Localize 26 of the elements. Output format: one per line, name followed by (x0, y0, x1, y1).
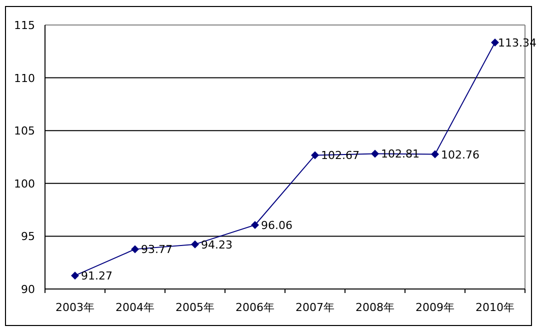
point (311, 151, 319, 160)
data-label: 102.76 (441, 148, 480, 162)
point (371, 150, 379, 158)
y-tick-label: 95 (21, 230, 35, 244)
x-tick-label: 2003年 (56, 301, 94, 314)
y-tick-label: 100 (14, 177, 35, 190)
x-tick-label: 2006年 (236, 301, 274, 314)
data-label: 91.27 (81, 270, 112, 283)
data-label: 94.23 (201, 238, 232, 252)
x-tick-label: 2004年 (116, 301, 154, 314)
x-tick-label: 2010年 (476, 301, 514, 314)
point (191, 240, 199, 248)
x-tick-label: 2005年 (176, 301, 214, 314)
point (431, 150, 439, 158)
point (71, 272, 79, 280)
y-tick-label: 110 (14, 72, 35, 85)
x-tick-label: 2007年 (296, 301, 334, 314)
x-tick-label: 2009年 (416, 301, 454, 314)
data-label: 96.06 (261, 219, 292, 232)
point (251, 221, 259, 230)
x-tick-label: 2008年 (356, 301, 394, 314)
y-tick-label: 105 (14, 124, 35, 138)
y-tick-label: 90 (21, 283, 35, 296)
point (491, 38, 499, 47)
point (131, 245, 139, 254)
y-tick-label: 115 (14, 19, 35, 32)
